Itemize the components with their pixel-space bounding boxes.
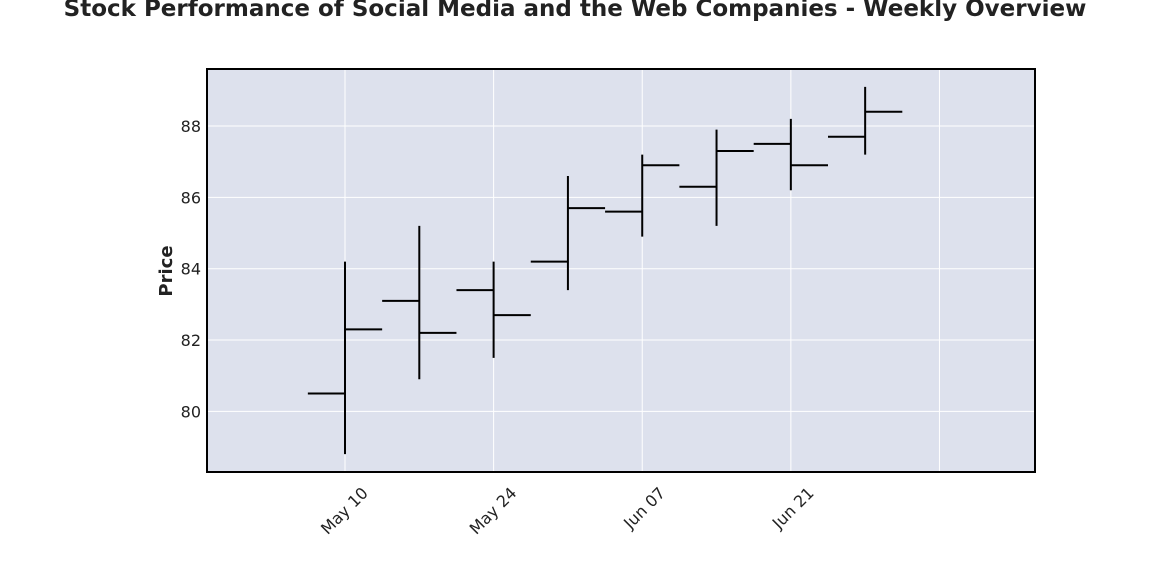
y-tick-label: 88 <box>181 117 201 136</box>
y-tick-label: 80 <box>181 402 201 421</box>
ohlc-bar <box>605 154 680 237</box>
x-tick-label: Jun 21 <box>768 483 818 533</box>
x-tick-label: May 24 <box>466 483 521 538</box>
y-tick-label: 84 <box>181 260 201 279</box>
chart-title: Stock Performance of Social Media and th… <box>63 0 1087 22</box>
y-axis-label: Price <box>156 245 177 296</box>
ohlc-bar <box>753 118 828 191</box>
ohlc-bar <box>382 225 457 380</box>
ohlc-bar <box>530 175 606 291</box>
ohlc-bar <box>828 86 903 155</box>
y-tick-label: 86 <box>181 188 201 207</box>
y-axis: 80 82 84 86 88 <box>181 117 201 421</box>
y-tick-label: 82 <box>181 331 201 350</box>
x-tick-label: Jun 07 <box>619 483 669 533</box>
ohlc-bar <box>456 261 531 358</box>
ohlc-bar <box>307 261 383 455</box>
x-tick-label: May 10 <box>317 483 372 538</box>
ohlc-bar <box>679 129 754 226</box>
ohlc-bars <box>307 86 903 455</box>
plot-frame <box>206 68 1036 473</box>
x-axis: May 10 May 24 Jun 07 Jun 21 <box>317 483 818 538</box>
